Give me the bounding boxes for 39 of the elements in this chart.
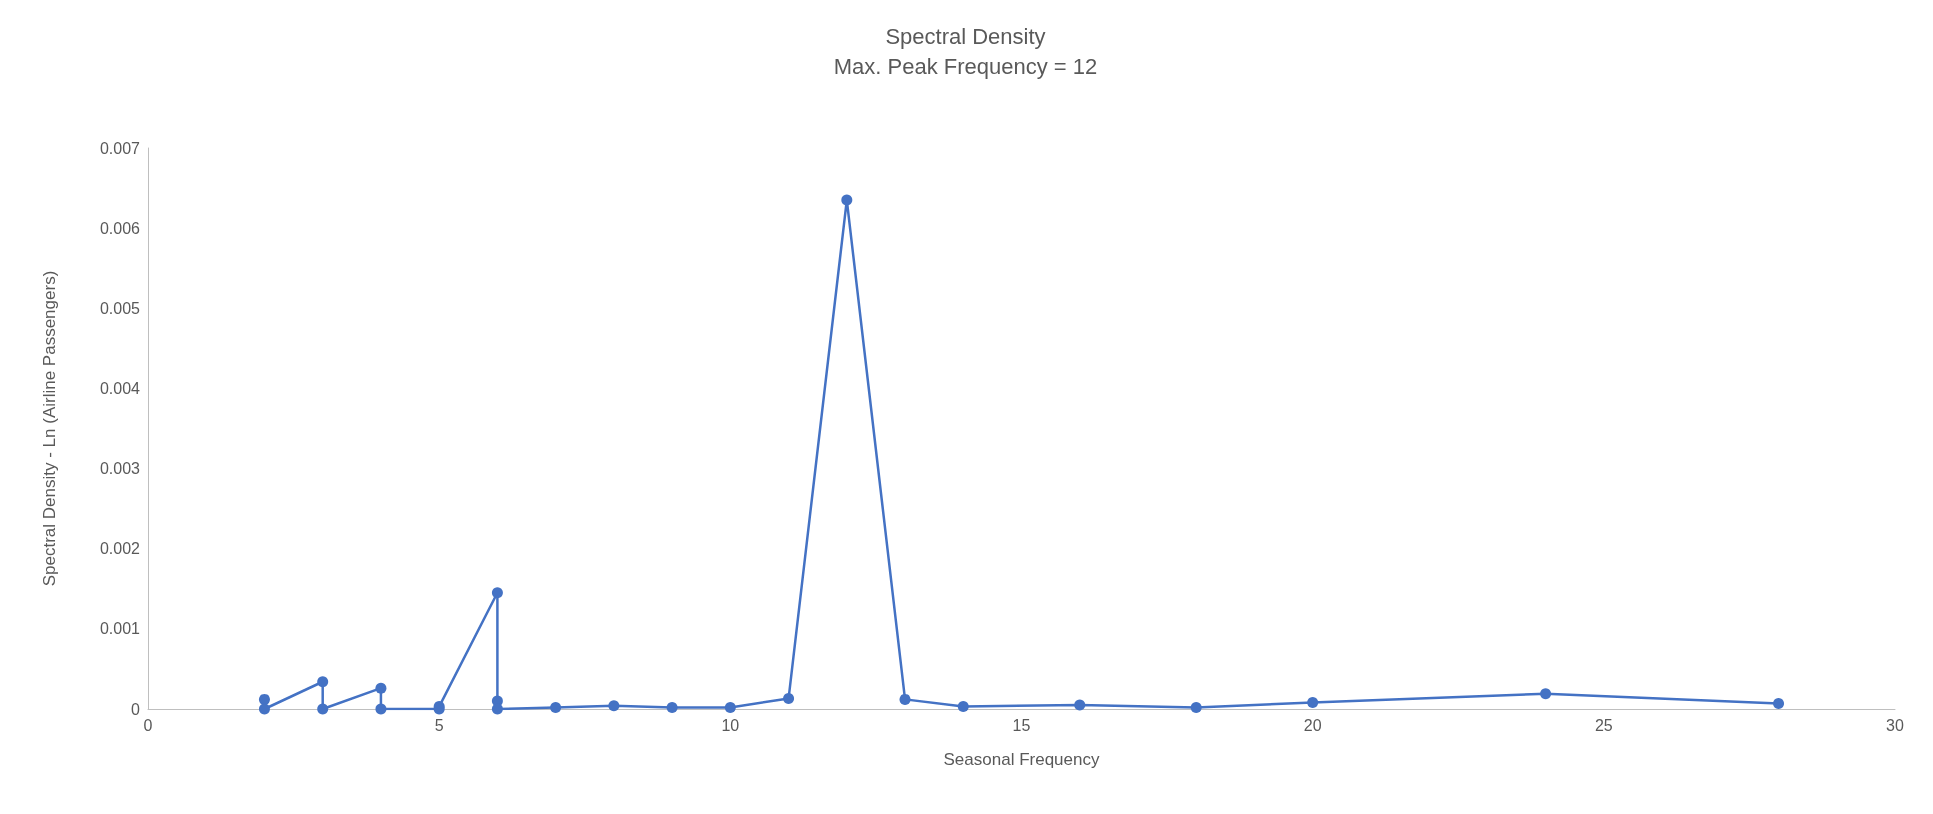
chart-title: Spectral Density xyxy=(885,23,1046,49)
point xyxy=(1307,697,1319,709)
x-tick-label: 20 xyxy=(1303,716,1322,734)
point xyxy=(666,701,678,713)
point xyxy=(899,693,911,705)
point xyxy=(491,587,503,599)
y-tick-label: 0.006 xyxy=(99,219,141,237)
y-tick-label: 0.007 xyxy=(99,139,141,157)
point xyxy=(841,194,853,206)
x-tick-label: 15 xyxy=(1012,716,1031,734)
y-tick-label: 0.001 xyxy=(99,620,141,638)
y-axis-title: Spectral Density - Ln (Airline Passengers) xyxy=(40,270,59,587)
y-tick-label: 0.003 xyxy=(99,460,141,478)
point xyxy=(957,701,969,713)
point xyxy=(608,700,620,712)
x-tick-label: 10 xyxy=(721,716,740,734)
point xyxy=(375,703,387,715)
x-tick-label: 30 xyxy=(1886,716,1904,734)
y-tick-label: 0 xyxy=(131,700,141,718)
point xyxy=(724,701,736,713)
point xyxy=(317,676,329,688)
x-tick-label: 0 xyxy=(143,716,153,734)
x-tick-label: 25 xyxy=(1594,716,1613,734)
point xyxy=(258,703,270,715)
x-axis-title: Seasonal Frequency xyxy=(943,750,1100,769)
point xyxy=(258,693,270,705)
point xyxy=(375,682,387,694)
point xyxy=(550,701,562,713)
y-tick-label: 0.002 xyxy=(99,540,141,558)
y-tick-label: 0.005 xyxy=(99,299,141,317)
point xyxy=(1190,701,1202,713)
point xyxy=(1074,699,1086,711)
x-tick-label: 5 xyxy=(434,716,444,734)
point xyxy=(783,693,795,705)
chart-subtitle: Max. Peak Frequency = 12 xyxy=(833,53,1098,79)
y-tick-label: 0.004 xyxy=(99,379,141,397)
point xyxy=(317,703,329,715)
point xyxy=(1773,697,1785,709)
point xyxy=(1540,688,1552,700)
